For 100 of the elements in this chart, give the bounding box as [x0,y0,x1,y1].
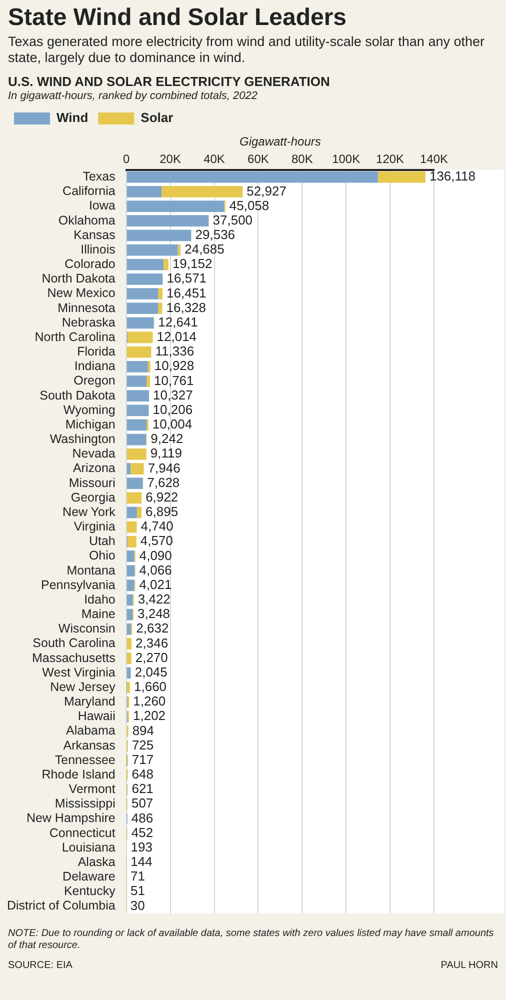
total-label: 16,451 [166,285,206,300]
total-label: 1,660 [134,679,167,694]
y-tick-label: Arkansas [63,738,116,752]
y-tick-label: Oregon [74,374,116,388]
total-label: 29,536 [195,227,236,242]
total-label: 10,206 [152,402,193,417]
chart-subtitle: Texas generated more electricity from wind and utility-scale solar than any other state, largely due to dominance in wind. [8,34,486,66]
y-tick-label: Alaska [78,854,116,869]
x-tick-label: 80K [291,152,313,166]
text: NOTE: Due to rounding or lack of available data, some states with zero values listed may have small amounts of that resource. [8,928,495,952]
y-tick-label: District of Columbia [6,898,116,913]
total-label: 9,242 [150,431,184,446]
y-tick-label: New Hampshire [26,811,116,826]
y-tick-label: Rhode Island [42,767,116,782]
total-label: 45,058 [229,198,270,213]
total-label: 6,895 [146,504,178,520]
total-label: 3,422 [138,592,170,607]
x-tick-label: 100K [332,152,360,166]
y-tick-label: Michigan [65,417,116,432]
y-tick-label: Texas [82,170,116,184]
total-label: 507 [131,796,154,811]
y-tick-label: Arizona [72,461,116,476]
total-label: 7,628 [147,474,180,490]
y-tick-label: Pennsylvania [41,578,116,592]
total-label: 136,118 [429,168,476,184]
total-label: 7,946 [148,460,180,476]
y-tick-label: Hawaii [78,709,116,724]
x-tick-label: 20K [160,152,181,166]
y-tick-label: Utah [88,534,116,548]
total-label: 725 [132,737,154,752]
legend-label: Wind [56,110,88,126]
y-tick-label: South Carolina [32,636,116,650]
chart-title: State Wind and Solar Leaders [8,4,348,32]
y-tick-label: Wyoming [63,402,116,417]
total-label: 4,740 [140,518,174,534]
total-label: 12,014 [156,329,197,344]
total-label: 4,066 [139,562,172,578]
x-tick-label: 120K [376,152,404,166]
total-label: 4,021 [139,576,172,592]
y-tick-label: Tennessee [54,752,116,767]
legend-label: Solar [140,110,174,126]
y-tick-label: Missouri [68,476,116,490]
y-tick-label: Delaware [62,869,116,884]
total-label: 19,152 [172,256,212,272]
y-tick-label: Indiana [74,359,116,374]
total-label: 621 [132,781,154,796]
y-tick-label: Wisconsin [58,622,116,636]
y-tick-label: Nebraska [62,315,116,330]
total-label: 717 [132,752,154,767]
y-tick-label: Illinois [80,242,116,256]
y-tick-label: Montana [66,563,116,578]
total-label: 4,090 [139,548,172,563]
y-tick-label: Connecticut [49,826,116,840]
y-tick-label: Florida [77,344,116,359]
y-tick-label: Iowa [88,198,116,213]
total-label: 30 [130,898,145,913]
text: U.S. WIND AND SOLAR ELECTRICITY GENERATION [8,74,331,89]
y-tick-label: North Dakota [42,272,116,286]
total-label: 3,248 [138,606,170,622]
y-tick-label: New Jersey [50,680,116,694]
y-tick-label: Virginia [74,520,116,534]
total-label: 16,571 [166,270,207,286]
total-label: 894 [132,722,154,738]
total-label: 11,336 [155,344,194,359]
y-tick-label: New Mexico [47,286,116,300]
total-label: 6,922 [146,489,178,504]
total-label: 4,570 [140,533,173,548]
y-tick-label: Kansas [74,228,116,242]
y-tick-label: Minnesota [58,300,116,315]
x-axis-title: Gigawatt-hours [239,134,321,149]
y-tick-label: Georgia [70,490,116,504]
y-tick-label: Alabama [66,724,116,738]
total-label: 52,927 [246,183,286,198]
total-label: 12,641 [158,314,198,330]
y-tick-label: Maine [81,607,116,622]
y-tick-label: Massachusetts [32,650,116,665]
total-label: 648 [132,766,154,782]
total-label: 2,346 [136,635,168,650]
y-tick-label: Louisiana [62,840,116,854]
total-label: 144 [130,854,152,870]
y-tick-label: Washington [50,432,116,446]
total-label: 37,500 [212,212,253,228]
x-tick-label: 0 [123,152,130,166]
total-label: 16,328 [166,300,206,315]
y-tick-label: New York [62,504,116,519]
y-tick-label: California [62,184,116,198]
text: In gigawatt-hours, ranked by combined totals, 2022 [8,90,258,102]
total-label: 2,270 [135,650,168,665]
y-tick-label: Nevada [72,446,116,461]
source-note: SOURCE: EIA [8,960,72,971]
x-tick-label: 60K [248,152,269,166]
y-tick-label: Idaho [84,592,116,606]
total-label: 2,045 [134,664,168,680]
text: PAUL HORN [440,960,498,971]
total-label: 9,119 [150,446,182,461]
y-tick-label: Ohio [88,548,116,563]
x-tick-label: 140K [420,152,448,166]
y-tick-label: Colorado [64,257,116,272]
total-label: 71 [130,868,145,884]
y-tick-label: South Dakota [40,388,116,402]
